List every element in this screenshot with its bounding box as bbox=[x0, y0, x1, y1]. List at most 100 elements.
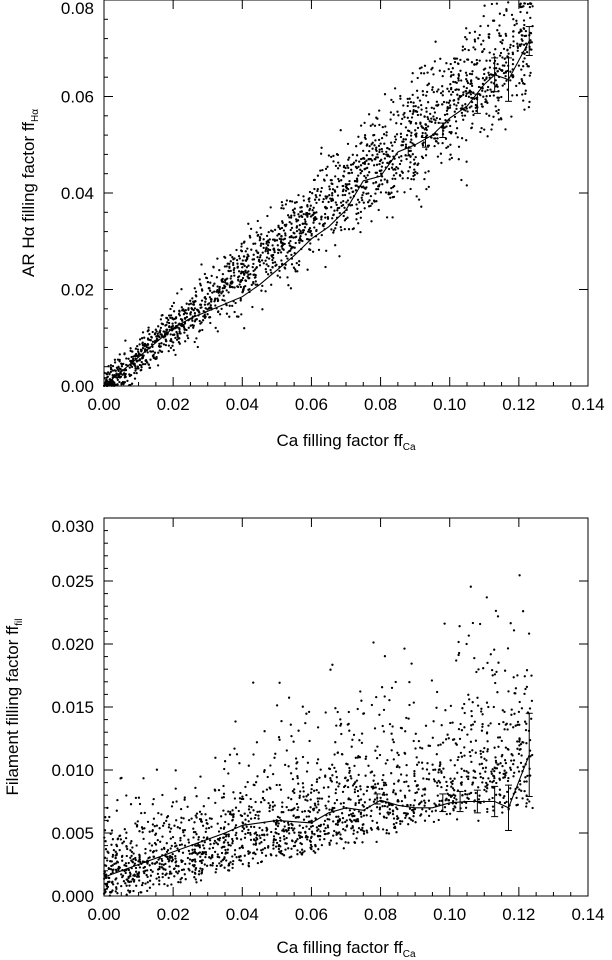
scatter-point bbox=[465, 27, 468, 30]
scatter-point bbox=[523, 789, 526, 793]
scatter-point bbox=[530, 717, 533, 720]
scatter-point bbox=[471, 122, 474, 125]
scatter-point bbox=[445, 788, 448, 792]
scatter-point bbox=[401, 171, 404, 174]
scatter-point bbox=[301, 826, 305, 830]
scatter-point bbox=[466, 80, 469, 83]
scatter-point bbox=[140, 883, 144, 887]
scatter-point bbox=[474, 791, 477, 795]
scatter-point bbox=[187, 841, 191, 844]
scatter-point bbox=[262, 238, 265, 241]
scatter-point bbox=[129, 849, 132, 852]
scatter-points-top bbox=[102, 1, 534, 388]
scatter-point bbox=[209, 321, 212, 325]
scatter-point bbox=[207, 307, 210, 310]
scatter-point bbox=[461, 794, 464, 797]
scatter-point bbox=[114, 850, 117, 853]
scatter-point bbox=[175, 338, 179, 341]
scatter-point bbox=[399, 820, 402, 823]
scatter-point bbox=[252, 273, 255, 276]
scatter-point bbox=[306, 799, 309, 802]
scatter-point bbox=[146, 337, 150, 340]
scatter-point bbox=[503, 82, 506, 86]
scatter-point bbox=[417, 106, 420, 109]
scatter-point bbox=[201, 867, 204, 871]
scatter-point bbox=[242, 287, 245, 290]
scatter-point bbox=[410, 138, 413, 141]
scatter-point bbox=[182, 308, 185, 311]
scatter-point bbox=[219, 827, 223, 830]
scatter-point bbox=[492, 53, 496, 56]
scatter-point bbox=[263, 834, 266, 837]
scatter-point bbox=[442, 100, 446, 104]
scatter-point bbox=[450, 156, 454, 160]
scatter-point bbox=[358, 201, 361, 204]
scatter-point bbox=[369, 204, 372, 208]
scatter-point bbox=[351, 814, 354, 818]
scatter-point bbox=[471, 723, 475, 726]
scatter-point bbox=[457, 74, 461, 77]
scatter-point bbox=[490, 73, 494, 76]
scatter-point bbox=[451, 779, 454, 783]
scatter-point bbox=[304, 233, 307, 236]
scatter-point bbox=[465, 74, 468, 77]
scatter-point bbox=[490, 81, 493, 84]
scatter-point bbox=[491, 768, 494, 771]
scatter-point bbox=[408, 166, 412, 169]
scatter-point bbox=[461, 45, 465, 48]
scatter-point bbox=[319, 823, 323, 827]
scatter-point bbox=[436, 784, 439, 788]
scatter-point bbox=[195, 337, 198, 340]
scatter-point bbox=[384, 762, 387, 765]
scatter-point bbox=[447, 737, 450, 740]
scatter-point bbox=[518, 574, 521, 577]
scatter-point bbox=[414, 104, 417, 108]
scatter-point bbox=[292, 211, 295, 214]
scatter-point bbox=[214, 304, 217, 307]
scatter-point bbox=[146, 869, 149, 872]
scatter-point bbox=[519, 742, 523, 746]
scatter-point bbox=[335, 781, 339, 784]
scatter-point bbox=[108, 373, 111, 376]
scatter-point bbox=[518, 788, 521, 791]
scatter-point bbox=[356, 831, 359, 834]
scatter-point bbox=[443, 776, 446, 779]
scatter-point bbox=[485, 59, 488, 62]
scatter-point bbox=[388, 811, 392, 814]
scatter-point bbox=[216, 843, 220, 846]
scatter-point bbox=[331, 182, 334, 186]
scatter-point bbox=[453, 110, 456, 113]
scatter-point bbox=[163, 847, 166, 851]
scatter-point bbox=[433, 802, 436, 805]
scatter-point bbox=[120, 873, 123, 876]
scatter-point bbox=[208, 296, 212, 299]
scatter-point bbox=[222, 836, 226, 839]
scatter-point bbox=[481, 781, 484, 784]
scatter-point bbox=[302, 795, 305, 798]
scatter-point bbox=[297, 729, 300, 732]
scatter-point bbox=[327, 786, 330, 789]
scatter-point bbox=[318, 838, 322, 841]
scatter-point bbox=[348, 192, 351, 195]
scatter-point bbox=[203, 296, 206, 299]
scatter-point bbox=[391, 725, 394, 728]
scatter-point bbox=[324, 826, 327, 830]
scatter-point bbox=[228, 315, 231, 318]
scatter-point bbox=[495, 761, 498, 764]
scatter-point bbox=[500, 739, 503, 743]
y-tick-label: 0.00 bbox=[61, 377, 94, 396]
scatter-point bbox=[415, 756, 418, 759]
scatter-point bbox=[280, 259, 283, 262]
scatter-point bbox=[305, 825, 308, 828]
scatter-point bbox=[133, 371, 136, 375]
scatter-point bbox=[445, 125, 448, 128]
scatter-point bbox=[260, 242, 263, 245]
scatter-point bbox=[458, 737, 462, 741]
scatter-point bbox=[224, 256, 227, 259]
scatter-point bbox=[204, 813, 207, 816]
scatter-point bbox=[287, 823, 290, 826]
scatter-point bbox=[328, 843, 331, 846]
scatter-point bbox=[426, 125, 430, 128]
scatter-point bbox=[254, 242, 257, 245]
scatter-point bbox=[171, 324, 175, 328]
